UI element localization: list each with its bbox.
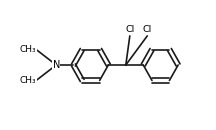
Text: Cl: Cl [143, 25, 152, 34]
Text: Cl: Cl [125, 25, 134, 34]
Text: N: N [52, 60, 60, 70]
Text: CH₃: CH₃ [20, 45, 36, 54]
Text: CH₃: CH₃ [20, 76, 36, 85]
